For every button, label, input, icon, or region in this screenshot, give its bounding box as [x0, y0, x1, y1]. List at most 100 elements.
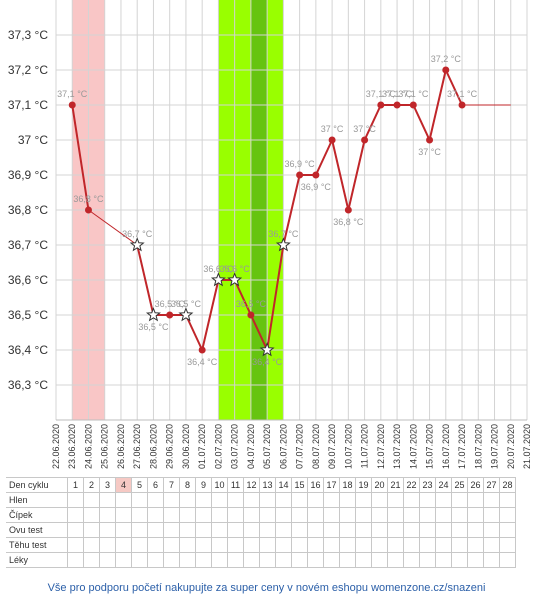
- table-cell[interactable]: [115, 492, 132, 508]
- cycle-day-cell[interactable]: 23: [419, 477, 436, 493]
- table-cell[interactable]: [115, 507, 132, 523]
- table-cell[interactable]: [67, 492, 84, 508]
- table-cell[interactable]: [291, 537, 308, 553]
- table-cell[interactable]: [131, 537, 148, 553]
- cycle-day-cell[interactable]: 20: [371, 477, 388, 493]
- cycle-day-cell[interactable]: 27: [483, 477, 500, 493]
- table-cell[interactable]: [131, 522, 148, 538]
- table-cell[interactable]: [419, 537, 436, 553]
- cycle-day-cell[interactable]: 26: [467, 477, 484, 493]
- table-cell[interactable]: [451, 507, 468, 523]
- table-cell[interactable]: [147, 507, 164, 523]
- table-cell[interactable]: [403, 522, 420, 538]
- table-cell[interactable]: [99, 492, 116, 508]
- table-cell[interactable]: [163, 552, 180, 568]
- table-cell[interactable]: [451, 522, 468, 538]
- cycle-day-cell[interactable]: 9: [195, 477, 212, 493]
- table-cell[interactable]: [339, 537, 356, 553]
- cycle-day-cell[interactable]: 1: [67, 477, 84, 493]
- table-cell[interactable]: [163, 537, 180, 553]
- table-cell[interactable]: [307, 537, 324, 553]
- table-cell[interactable]: [211, 492, 228, 508]
- table-cell[interactable]: [467, 507, 484, 523]
- table-cell[interactable]: [131, 507, 148, 523]
- table-cell[interactable]: [211, 537, 228, 553]
- table-cell[interactable]: [275, 522, 292, 538]
- table-cell[interactable]: [275, 507, 292, 523]
- table-cell[interactable]: [307, 492, 324, 508]
- cycle-day-cell[interactable]: 28: [499, 477, 516, 493]
- table-cell[interactable]: [483, 522, 500, 538]
- table-cell[interactable]: [467, 492, 484, 508]
- table-cell[interactable]: [403, 552, 420, 568]
- cycle-day-cell[interactable]: 4: [115, 477, 132, 493]
- table-cell[interactable]: [179, 537, 196, 553]
- table-cell[interactable]: [163, 492, 180, 508]
- table-cell[interactable]: [99, 552, 116, 568]
- table-cell[interactable]: [323, 537, 340, 553]
- table-cell[interactable]: [387, 537, 404, 553]
- table-cell[interactable]: [355, 537, 372, 553]
- table-cell[interactable]: [339, 492, 356, 508]
- table-cell[interactable]: [371, 552, 388, 568]
- table-cell[interactable]: [99, 537, 116, 553]
- table-cell[interactable]: [307, 552, 324, 568]
- table-cell[interactable]: [115, 537, 132, 553]
- cycle-day-cell[interactable]: 6: [147, 477, 164, 493]
- table-cell[interactable]: [483, 507, 500, 523]
- table-cell[interactable]: [499, 507, 516, 523]
- table-cell[interactable]: [355, 492, 372, 508]
- table-cell[interactable]: [435, 537, 452, 553]
- table-cell[interactable]: [275, 537, 292, 553]
- table-cell[interactable]: [259, 537, 276, 553]
- table-cell[interactable]: [323, 492, 340, 508]
- table-cell[interactable]: [131, 492, 148, 508]
- table-cell[interactable]: [451, 552, 468, 568]
- table-cell[interactable]: [451, 492, 468, 508]
- table-cell[interactable]: [147, 537, 164, 553]
- cycle-day-cell[interactable]: 14: [275, 477, 292, 493]
- table-cell[interactable]: [435, 507, 452, 523]
- table-cell[interactable]: [195, 552, 212, 568]
- table-cell[interactable]: [419, 522, 436, 538]
- table-cell[interactable]: [451, 537, 468, 553]
- table-cell[interactable]: [291, 522, 308, 538]
- cycle-day-cell[interactable]: 16: [307, 477, 324, 493]
- table-cell[interactable]: [467, 522, 484, 538]
- table-cell[interactable]: [387, 522, 404, 538]
- table-cell[interactable]: [419, 552, 436, 568]
- table-cell[interactable]: [99, 507, 116, 523]
- table-cell[interactable]: [403, 507, 420, 523]
- table-cell[interactable]: [371, 522, 388, 538]
- table-cell[interactable]: [259, 492, 276, 508]
- table-cell[interactable]: [179, 552, 196, 568]
- table-cell[interactable]: [147, 492, 164, 508]
- table-cell[interactable]: [67, 552, 84, 568]
- table-cell[interactable]: [227, 492, 244, 508]
- table-cell[interactable]: [355, 552, 372, 568]
- table-cell[interactable]: [179, 522, 196, 538]
- table-cell[interactable]: [115, 522, 132, 538]
- table-cell[interactable]: [195, 522, 212, 538]
- table-cell[interactable]: [339, 507, 356, 523]
- table-cell[interactable]: [323, 522, 340, 538]
- table-cell[interactable]: [83, 552, 100, 568]
- table-cell[interactable]: [83, 522, 100, 538]
- cycle-day-cell[interactable]: 11: [227, 477, 244, 493]
- table-cell[interactable]: [131, 552, 148, 568]
- table-cell[interactable]: [195, 507, 212, 523]
- table-cell[interactable]: [355, 507, 372, 523]
- table-cell[interactable]: [387, 492, 404, 508]
- table-cell[interactable]: [179, 492, 196, 508]
- table-cell[interactable]: [243, 552, 260, 568]
- cycle-day-cell[interactable]: 10: [211, 477, 228, 493]
- table-cell[interactable]: [227, 552, 244, 568]
- table-cell[interactable]: [435, 552, 452, 568]
- cycle-day-cell[interactable]: 19: [355, 477, 372, 493]
- cycle-day-cell[interactable]: 25: [451, 477, 468, 493]
- table-cell[interactable]: [499, 537, 516, 553]
- cycle-day-cell[interactable]: 7: [163, 477, 180, 493]
- table-cell[interactable]: [163, 507, 180, 523]
- table-cell[interactable]: [83, 537, 100, 553]
- table-cell[interactable]: [499, 552, 516, 568]
